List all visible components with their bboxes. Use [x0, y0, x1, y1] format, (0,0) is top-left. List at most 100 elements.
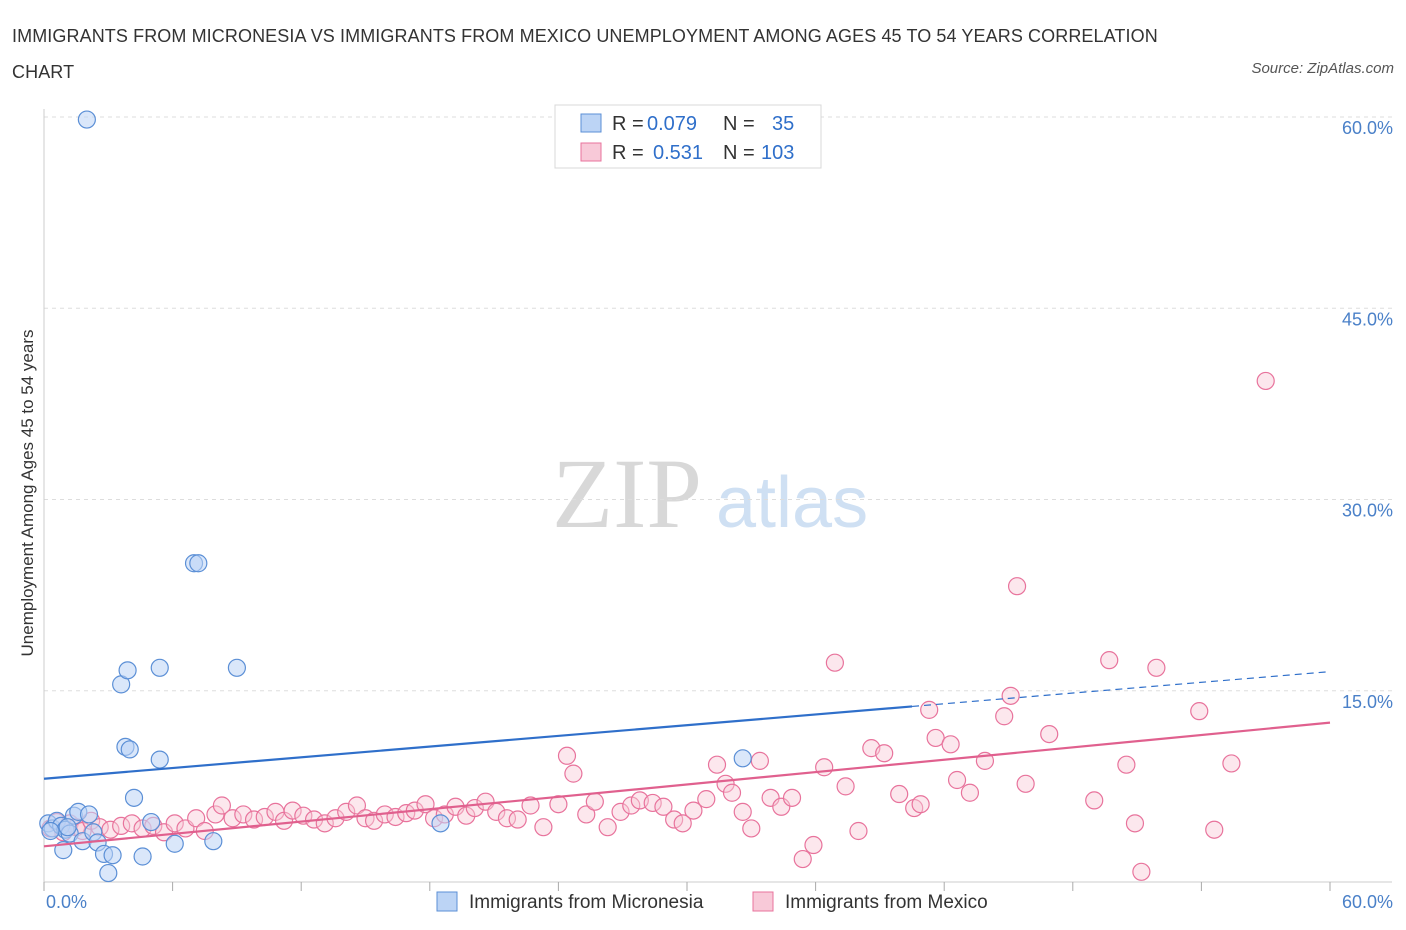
bottom-legend-swatch-micronesia — [436, 891, 458, 912]
point-micronesia-30 — [77, 110, 96, 129]
point-mexico-34 — [364, 811, 384, 830]
point-mexico-98 — [1100, 651, 1119, 670]
point-mexico-85 — [911, 795, 930, 814]
x-tick-labels: 0.0% 60.0% — [46, 892, 1393, 912]
point-micronesia-22 — [142, 812, 161, 832]
legend-n-value-mexico: 103 — [761, 142, 794, 164]
point-mexico-83 — [890, 784, 909, 804]
point-mexico-76 — [804, 835, 823, 855]
legend-r-label-mexico: R = — [612, 142, 644, 164]
point-micronesia-15 — [103, 846, 122, 865]
point-mexico-18 — [206, 805, 225, 824]
bottom-legend-label-micronesia: Immigrants from Micronesia — [469, 892, 704, 913]
x-tick-label-0: 0.0% — [46, 892, 87, 912]
point-mexico-61 — [654, 797, 673, 816]
point-micronesia-28 — [204, 832, 223, 851]
point-mexico-101 — [1132, 862, 1151, 881]
y-axis-label: Unemployment Among Ages 45 to 54 years — [18, 330, 37, 657]
point-mexico-64 — [684, 801, 703, 820]
legend-n-value-micronesia: 35 — [772, 113, 794, 135]
chart-title: IMMIGRANTS FROM MICRONESIA VS IMMIGRANTS… — [12, 26, 1158, 82]
legend-r-value-micronesia: 0.079 — [647, 113, 697, 135]
point-mexico-54 — [577, 805, 596, 824]
point-mexico-74 — [782, 788, 802, 807]
point-mexico-19 — [212, 796, 231, 815]
point-mexico-90 — [960, 783, 980, 802]
trend-lines — [43, 671, 1331, 848]
point-mexico-48 — [508, 810, 527, 829]
point-micronesia-21 — [133, 847, 152, 866]
point-mexico-66 — [707, 755, 727, 774]
legend-swatch-micronesia — [580, 113, 602, 133]
bottom-legend-label-mexico: Immigrants from Mexico — [785, 892, 988, 913]
point-mexico-53 — [564, 764, 583, 783]
point-mexico-96 — [1040, 724, 1059, 744]
legend-n-label-mexico: N = — [723, 142, 755, 164]
y-tick-label-3: 60.0% — [1342, 118, 1393, 138]
point-micronesia-14 — [99, 863, 118, 883]
point-mexico-97 — [1085, 791, 1104, 810]
trend-line-mexico — [43, 721, 1331, 848]
point-micronesia-27 — [189, 554, 208, 573]
point-mexico-62 — [665, 810, 684, 829]
point-mexico-21 — [234, 805, 253, 824]
point-mexico-56 — [598, 818, 617, 837]
point-micronesia-23 — [150, 750, 169, 769]
point-micronesia-31 — [431, 814, 450, 833]
point-mexico-69 — [733, 802, 752, 821]
point-mexico-93 — [1001, 686, 1020, 705]
point-mexico-71 — [750, 751, 769, 770]
stats-legend: R = 0.079 N = 35 R = 0.531 N = 103 — [554, 104, 822, 169]
legend-n-label-micronesia: N = — [723, 113, 755, 135]
legend-swatch-mexico — [580, 142, 602, 162]
point-mexico-49 — [521, 796, 540, 815]
point-micronesia-34 — [41, 821, 60, 841]
source-label: Source: ZipAtlas.com — [1251, 60, 1394, 77]
point-micronesia-24 — [150, 658, 169, 677]
point-micronesia-20 — [124, 788, 144, 807]
y-tick-labels: 15.0% 30.0% 45.0% 60.0% — [1342, 118, 1393, 712]
point-mexico-58 — [622, 796, 641, 815]
point-mexico-106 — [1256, 371, 1275, 391]
bottom-legend-swatch-mexico — [752, 891, 774, 912]
y-tick-label-1: 30.0% — [1342, 501, 1393, 521]
point-mexico-14 — [165, 814, 184, 833]
trend-line-micronesia — [43, 705, 913, 780]
point-mexico-94 — [1007, 577, 1027, 596]
point-mexico-26 — [283, 801, 302, 820]
point-mexico-55 — [585, 792, 604, 811]
point-micronesia-29 — [227, 658, 246, 677]
point-mexico-16 — [187, 809, 206, 828]
y-tick-label-0: 15.0% — [1342, 692, 1393, 712]
point-mexico-99 — [1117, 755, 1136, 774]
point-micronesia-33 — [58, 818, 77, 837]
point-mexico-103 — [1190, 702, 1209, 721]
axes — [43, 109, 1392, 891]
point-mexico-75 — [793, 849, 812, 869]
gridlines — [44, 116, 1392, 692]
point-mexico-95 — [1016, 774, 1035, 793]
point-mexico-9 — [112, 816, 131, 836]
point-mexico-68 — [722, 783, 742, 802]
point-mexico-10 — [122, 814, 141, 833]
point-mexico-89 — [947, 770, 967, 790]
point-micronesia-18 — [120, 740, 139, 759]
trend-line-micronesia-extension — [912, 671, 1331, 708]
point-micronesia-10 — [79, 805, 99, 824]
point-mexico-104 — [1205, 820, 1224, 839]
point-mexico-78 — [825, 653, 844, 672]
point-mexico-60 — [643, 793, 662, 813]
point-mexico-50 — [534, 818, 553, 837]
point-micronesia-25 — [165, 834, 184, 853]
point-mexico-57 — [611, 802, 630, 821]
point-mexico-65 — [697, 790, 716, 809]
point-mexico-87 — [926, 728, 945, 748]
point-mexico-77 — [815, 758, 834, 777]
point-mexico-63 — [673, 814, 692, 833]
point-mexico-52 — [557, 746, 577, 765]
legend-r-value-mexico: 0.531 — [653, 142, 703, 164]
point-mexico-82 — [875, 744, 894, 763]
point-mexico-32 — [347, 796, 367, 815]
point-mexico-102 — [1147, 658, 1166, 677]
point-mexico-100 — [1125, 814, 1145, 833]
